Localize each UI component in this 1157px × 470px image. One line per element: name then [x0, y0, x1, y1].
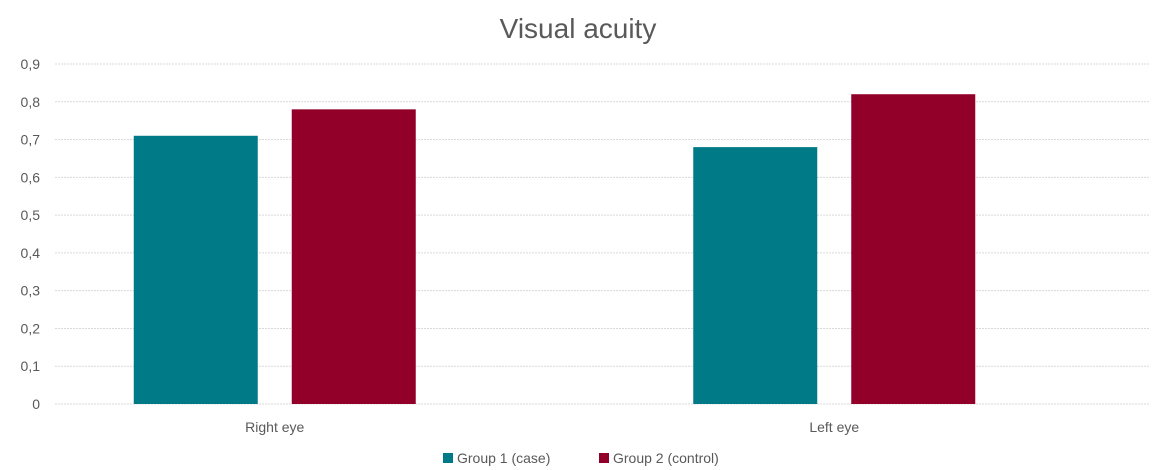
y-tick-label: 0: [32, 396, 40, 412]
y-tick-label: 0,3: [21, 283, 41, 299]
x-axis-category-labels: Right eye Left eye: [245, 419, 859, 435]
legend-swatch: [443, 453, 453, 463]
bar-group-1-right-eye: [133, 135, 258, 404]
y-tick-label: 0,4: [21, 245, 41, 261]
legend: Group 1 (case) Group 2 (control): [443, 450, 719, 466]
legend-label: Group 1 (case): [457, 450, 550, 466]
chart-title: Visual acuity: [500, 13, 657, 44]
x-category-label: Right eye: [245, 419, 304, 435]
y-axis-tick-labels: 0 0,1 0,2 0,3 0,4 0,5 0,6 0,7 0,8 0,9: [21, 56, 41, 412]
y-tick-label: 0,7: [21, 132, 41, 148]
y-tick-label: 0,6: [21, 169, 41, 185]
bar-group-2-left-eye: [851, 94, 976, 404]
bar-group-2-right-eye: [291, 109, 416, 404]
legend-label: Group 2 (control): [613, 450, 719, 466]
y-tick-label: 0,5: [21, 207, 41, 223]
y-tick-label: 0,8: [21, 94, 41, 110]
bar-group-1-left-eye: [693, 147, 818, 404]
y-tick-label: 0,1: [21, 358, 41, 374]
x-category-label: Left eye: [809, 419, 859, 435]
y-tick-label: 0,9: [21, 56, 41, 72]
y-tick-label: 0,2: [21, 320, 41, 336]
legend-swatch: [599, 453, 609, 463]
bars: [133, 94, 976, 404]
